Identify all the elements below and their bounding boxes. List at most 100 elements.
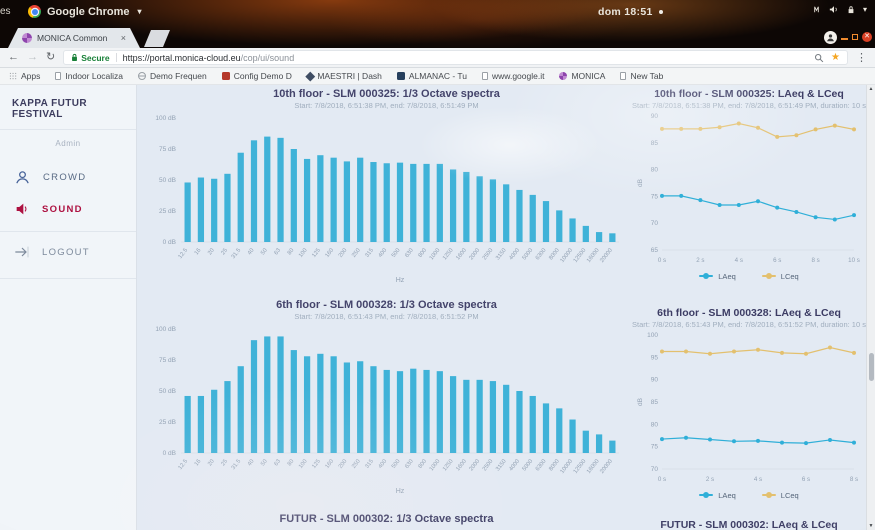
legend-entry-laeq[interactable]: LAeq [699,272,736,281]
reload-button[interactable]: ↻ [46,51,56,63]
svg-text:200: 200 [337,459,348,470]
svg-text:20000: 20000 [599,248,614,264]
bookmarks-bar: Apps Indoor Localiza Demo Frequen Config… [0,68,875,85]
chart-title: 10th floor - SLM 000325: 1/3 Octave spec… [273,88,500,100]
chart-block-10th-floor-laeq: 10th floor - SLM 000325: LAeq & LCeq Sta… [632,85,866,284]
svg-text:20000: 20000 [599,459,614,475]
sidebar-item-crowd[interactable]: CROWD [0,161,136,193]
svg-text:12.5: 12.5 [177,248,189,261]
line-chart-10th-floor: 65 70 75 80 85 90 dB 0 s 2 s 4 s 6 s 8 s 10 s [637,113,860,264]
monica-dashboard: KAPPA FUTUR FESTIVAL Admin CROWD SOUND L… [0,85,875,530]
svg-text:1250: 1250 [441,248,454,262]
tab-strip: MONICA Common × ✕ [0,28,875,48]
back-button[interactable]: ← [8,51,19,63]
svg-text:1000: 1000 [428,459,441,473]
tab-title: MONICA Common [37,33,108,43]
tab-close-icon[interactable]: × [120,33,126,43]
bookmark-indoor-localization[interactable]: Indoor Localiza [55,71,123,81]
secure-badge[interactable]: Secure [71,53,110,63]
bookmark-config-demo[interactable]: Config Demo D [221,71,292,81]
svg-text:10000: 10000 [559,248,574,264]
svg-text:16: 16 [193,248,202,257]
chart-subtitle: Start: 7/8/2018, 6:51:38 PM, end: 7/8/20… [632,101,866,110]
sidebar-item-sound[interactable]: SOUND [0,193,136,225]
bookmark-apps[interactable]: Apps [9,71,40,81]
svg-text:5000: 5000 [521,248,534,262]
vertical-scrollbar[interactable]: ▲ ▼ [866,85,875,530]
new-tab-button[interactable] [144,30,170,47]
bookmark-almanac[interactable]: ALMANAC - Tu [396,71,467,81]
svg-text:90: 90 [651,113,659,120]
maximize-button[interactable] [852,34,858,40]
legend-marker-icon [699,273,714,279]
legend-entry-laeq[interactable]: LAeq [699,491,736,500]
profile-avatar[interactable] [824,31,837,44]
chart-legend[interactable]: LAeq LCeq [632,268,866,284]
svg-text:500: 500 [390,248,401,259]
svg-text:70: 70 [651,466,659,473]
scroll-down-icon[interactable]: ▼ [868,523,874,529]
bookmark-monica[interactable]: MONICA [559,71,605,81]
svg-text:75: 75 [651,193,659,200]
scroll-up-icon[interactable]: ▲ [868,86,874,92]
browser-menu-icon[interactable]: ⋮ [856,52,867,64]
svg-text:70: 70 [651,220,659,227]
chart-block-6th-floor-laeq: 6th floor - SLM 000328: LAeq & LCeq Star… [632,304,866,503]
svg-text:50: 50 [260,248,269,257]
svg-text:315: 315 [364,459,375,470]
svg-text:6 s: 6 s [802,476,810,483]
bookmark-new-tab[interactable]: New Tab [620,71,663,81]
svg-text:0 dB: 0 dB [162,450,175,457]
svg-text:1000: 1000 [428,248,441,262]
chart-legend[interactable]: LAeq LCeq [632,487,866,503]
legend-marker-icon [761,273,776,279]
close-button[interactable]: ✕ [862,32,872,42]
legend-entry-lceq[interactable]: LCeq [761,491,799,500]
system-tray[interactable]: ▾ [812,5,867,14]
charts-area: 10th floor - SLM 000325: 1/3 Octave spec… [137,85,866,530]
svg-text:75 dB: 75 dB [159,357,176,364]
bookmark-demo-frequencies[interactable]: Demo Frequen [138,71,207,81]
bar-chart-6th-floor: 0 dB 25 dB 50 dB 75 dB 100 dB 12.5 16 20 25 31.5 4… [155,326,619,495]
svg-text:160: 160 [324,459,335,470]
festival-title: KAPPA FUTUR FESTIVAL [0,85,136,130]
chart-title: 6th floor - SLM 000328: LAeq & LCeq [657,307,841,319]
clock[interactable]: dom 18:51 [598,6,663,18]
svg-text:20: 20 [207,459,216,468]
svg-text:80: 80 [651,167,659,174]
page-icon [620,72,627,80]
chrome-logo-icon [28,5,41,18]
svg-text:10000: 10000 [559,459,574,475]
svg-text:31.5: 31.5 [230,248,242,261]
scrollbar-thumb[interactable] [868,353,874,381]
forward-button[interactable]: → [27,51,38,63]
svg-text:500: 500 [390,459,401,470]
search-icon[interactable] [814,53,824,63]
role-label: Admin [55,139,81,148]
app-menu-label: Google Chrome [47,5,130,18]
app-menu[interactable]: Google Chrome ▾ [28,5,142,18]
svg-text:80: 80 [651,421,659,428]
svg-text:63: 63 [273,248,282,257]
legend-marker-icon [761,492,776,498]
minimize-button[interactable] [841,38,848,40]
bookmark-label: Demo Frequen [150,71,207,81]
sidebar-item-logout[interactable]: LOGOUT [0,232,136,272]
svg-text:630: 630 [404,459,415,470]
svg-text:16000: 16000 [586,248,601,264]
svg-text:80: 80 [286,459,295,468]
svg-text:2000: 2000 [468,248,481,262]
lock-icon [848,6,854,14]
notification-dot-icon [658,10,663,14]
chart-title: 6th floor - SLM 000328: 1/3 Octave spect… [276,299,497,311]
legend-entry-lceq[interactable]: LCeq [761,272,799,281]
svg-text:50: 50 [260,459,269,468]
address-bar[interactable]: Secure https://portal.monica-cloud.eu/co… [63,50,848,65]
blue-app-icon [396,72,405,80]
bookmark-star-icon[interactable]: ★ [831,51,840,63]
bookmark-maestri-dash[interactable]: MAESTRI | Dash [305,71,382,81]
tab-monica-common[interactable]: MONICA Common × [8,28,140,48]
chart-subtitle: Start: 7/8/2018, 6:51:43 PM, end: 7/8/20… [294,312,479,321]
bookmark-google-it[interactable]: www.google.it [482,71,544,81]
svg-text:90: 90 [651,377,659,384]
